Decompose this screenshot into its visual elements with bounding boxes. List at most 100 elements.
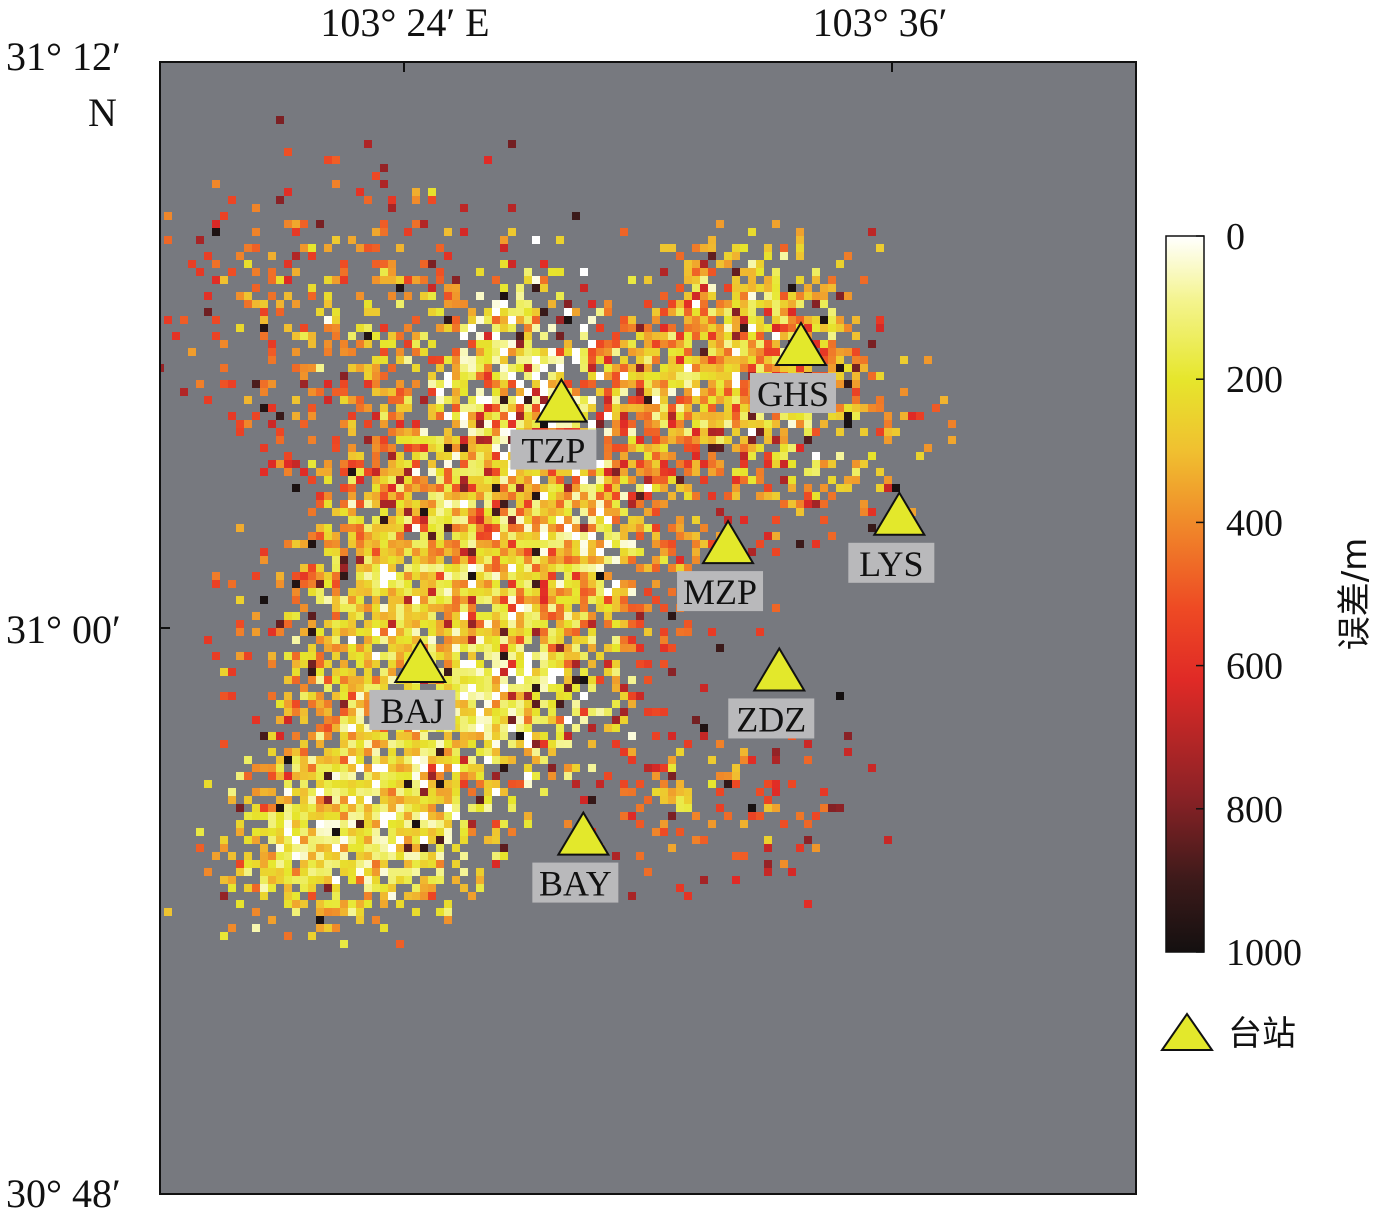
event-point xyxy=(524,300,532,308)
event-point xyxy=(420,636,428,644)
event-point xyxy=(580,716,588,724)
event-point xyxy=(412,748,420,756)
event-point xyxy=(668,524,676,532)
event-point xyxy=(396,300,404,308)
event-point xyxy=(476,428,484,436)
event-point xyxy=(612,588,620,596)
event-point xyxy=(436,780,444,788)
event-point xyxy=(676,524,684,532)
event-point xyxy=(452,572,460,580)
event-point xyxy=(324,716,332,724)
event-point xyxy=(292,708,300,716)
event-point xyxy=(324,660,332,668)
event-point xyxy=(708,292,716,300)
event-point xyxy=(276,412,284,420)
event-point xyxy=(628,692,636,700)
event-point xyxy=(252,716,260,724)
event-point xyxy=(636,804,644,812)
event-point xyxy=(564,500,572,508)
event-point xyxy=(340,700,348,708)
event-point xyxy=(412,332,420,340)
event-point xyxy=(452,588,460,596)
event-point xyxy=(268,868,276,876)
event-point xyxy=(332,844,340,852)
event-point xyxy=(604,452,612,460)
event-point xyxy=(308,580,316,588)
event-point xyxy=(756,284,764,292)
event-point xyxy=(372,460,380,468)
event-point xyxy=(476,468,484,476)
event-point xyxy=(836,412,844,420)
event-point xyxy=(796,252,804,260)
station-lys: LYS xyxy=(848,490,935,584)
event-point xyxy=(628,812,636,820)
event-point xyxy=(396,452,404,460)
event-point xyxy=(724,380,732,388)
event-point xyxy=(604,500,612,508)
event-point xyxy=(324,572,332,580)
event-point xyxy=(588,532,596,540)
event-point xyxy=(260,892,268,900)
event-point xyxy=(500,340,508,348)
event-point xyxy=(524,332,532,340)
event-point xyxy=(540,540,548,548)
event-point xyxy=(492,444,500,452)
event-point xyxy=(676,252,684,260)
event-point xyxy=(492,308,500,316)
event-point xyxy=(700,268,708,276)
event-point xyxy=(516,292,524,300)
event-point xyxy=(516,652,524,660)
event-point xyxy=(572,764,580,772)
event-point xyxy=(740,340,748,348)
event-point xyxy=(684,796,692,804)
event-point xyxy=(484,372,492,380)
event-point xyxy=(388,532,396,540)
event-point xyxy=(380,604,388,612)
event-point xyxy=(476,588,484,596)
event-point xyxy=(588,596,596,604)
event-point xyxy=(460,548,468,556)
event-point xyxy=(404,500,412,508)
event-point xyxy=(380,740,388,748)
y-axis: 31° 12′ N 31° 00′ 30° 48′ xyxy=(6,34,170,1216)
event-point xyxy=(372,332,380,340)
event-point xyxy=(508,756,516,764)
event-point xyxy=(300,324,308,332)
event-point xyxy=(332,236,340,244)
event-point xyxy=(340,860,348,868)
event-point xyxy=(724,388,732,396)
colorbar-ramp xyxy=(1166,236,1204,952)
event-point xyxy=(620,324,628,332)
event-point xyxy=(388,756,396,764)
event-point xyxy=(676,348,684,356)
event-point xyxy=(452,668,460,676)
event-point xyxy=(508,372,516,380)
event-point xyxy=(308,404,316,412)
event-point xyxy=(284,188,292,196)
event-point xyxy=(732,428,740,436)
event-point xyxy=(556,532,564,540)
event-point xyxy=(700,476,708,484)
event-point xyxy=(348,780,356,788)
event-point xyxy=(596,308,604,316)
event-point xyxy=(412,220,420,228)
event-point xyxy=(516,572,524,580)
station-baj: BAJ xyxy=(369,638,456,731)
event-point xyxy=(396,356,404,364)
event-point xyxy=(404,468,412,476)
event-point xyxy=(804,292,812,300)
event-point xyxy=(412,756,420,764)
event-point xyxy=(284,844,292,852)
event-point xyxy=(564,628,572,636)
event-point xyxy=(644,564,652,572)
event-point xyxy=(364,620,372,628)
event-point xyxy=(748,284,756,292)
event-point xyxy=(540,788,548,796)
event-point xyxy=(876,484,884,492)
event-point xyxy=(372,548,380,556)
event-point xyxy=(340,372,348,380)
event-point xyxy=(564,820,572,828)
event-point xyxy=(708,380,716,388)
event-point xyxy=(412,828,420,836)
event-point xyxy=(596,340,604,348)
